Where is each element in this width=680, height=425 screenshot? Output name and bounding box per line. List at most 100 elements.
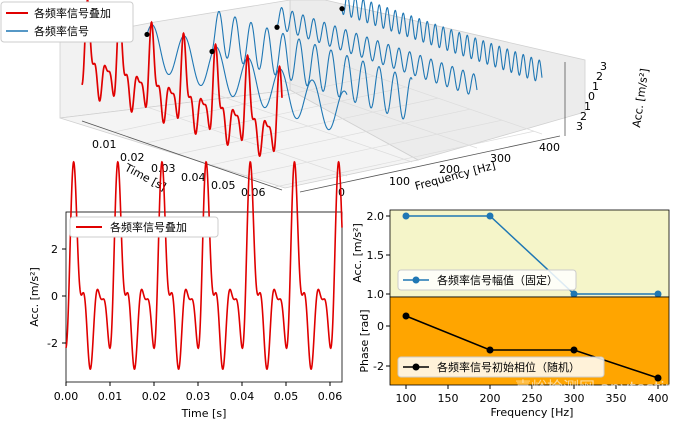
phase-marker [144,31,150,38]
x-tick: 300 [564,392,585,405]
y-ticks-time: 2 0 -2 [47,243,66,350]
x-tick: 0.03 [186,390,211,403]
x-tick: 150 [438,392,459,405]
phase-point [570,346,578,354]
phase-marker [339,6,345,12]
x-tick: 0.05 [274,390,299,403]
y-tick: -2 [47,337,58,350]
amplitude-point [570,290,578,298]
x-tick-3d: 0.05 [211,179,236,192]
axes-frame [65,211,343,383]
grid-line [276,78,478,149]
y-tick-3d: 400 [539,141,560,154]
series-3d [81,0,543,157]
y-tick: 2.0 [367,210,385,223]
component-line [341,0,543,82]
y-axis-line [299,135,561,193]
legend-frame [0,1,134,43]
z-label-3d: Acc. [m/s²] [630,68,651,129]
y-tick-3d: 200 [439,163,460,176]
x-tick: 200 [480,392,501,405]
x-tick-3d: 0.06 [241,186,266,199]
legend-time: 各频率信号叠加 [69,216,219,238]
legend-3d: 各频率信号叠加 各频率信号 [0,1,134,43]
z-tick-3d: 1 [584,100,591,113]
watermark: 嘉峪检测网 anytesting.com [515,378,680,397]
y-tick-3d: 100 [389,175,410,188]
y-label-time: Acc. [m/s²] [28,267,41,327]
phase-point [402,312,410,320]
x-tick: 0.04 [230,390,255,403]
phase-marker [274,24,280,30]
x-ticks-time: 0.00 0.01 0.02 0.03 0.04 0.05 0.06 [54,382,343,403]
legend-marker [412,276,420,284]
legend-amp: 各频率信号幅值（固定） [397,269,577,291]
x-tick-3d: 0.04 [181,171,206,184]
legend-marker [412,363,420,371]
legend-frame [69,216,219,238]
y-ticks-amp: 2.0 1.5 1.0 [367,210,390,301]
y-tick: -2 [373,360,384,373]
y-ticks-phase: 0 -2 [373,320,390,373]
grid-line [341,64,543,135]
z-tick-3d: 3 [600,60,607,73]
amplitude-markers [402,212,662,298]
x-tick-3d: 0.02 [120,151,145,164]
legend-label: 各频率信号初始相位（随机） [437,360,580,374]
x-tick: 0.01 [98,390,123,403]
x-tick: 100 [396,392,417,405]
component-line [211,10,413,120]
y-tick: 1.5 [367,249,385,262]
amplitude-line [406,215,658,295]
x-tick: 0.00 [54,390,79,403]
x-tick: 400 [648,392,669,405]
phase-point [486,346,494,354]
y-tick-3d: 300 [490,152,511,165]
phase-line [405,315,659,379]
x-tick: 250 [522,392,543,405]
superposition-line [65,160,343,371]
amplitude-point [402,212,410,220]
legend-label: 各频率信号叠加 [34,6,111,20]
x-tick: 350 [606,392,627,405]
chart-time: 各频率信号叠加 0.00 0.01 0.02 0.03 0.04 0.05 0.… [28,160,343,420]
legend-label: 各频率信号叠加 [110,220,187,234]
chart-3d: 0.01 0.02 0.03 0.04 0.05 0.06 Time [s] 0… [0,0,651,199]
legend-phase: 各频率信号初始相位（随机） [397,356,605,378]
amplitude-point [486,212,494,220]
y-label-amp: Acc. [m/s²] [351,223,364,283]
x-label-time: Time [s] [181,407,227,420]
phase-point [654,374,662,382]
z-tick-3d: 3 [576,120,583,133]
phase-marker [209,48,215,55]
legend-frame [397,269,577,291]
legend-label: 各频率信号 [34,24,89,38]
legend-frame [397,356,605,378]
phase-markers [144,6,345,55]
z-tick-3d: 2 [580,110,587,123]
phase-point-markers [402,312,662,382]
z-tick-3d: 2 [596,70,603,83]
z-tick-3d: 1 [592,80,599,93]
chart-amplitude: 2.0 1.5 1.0 Acc. [m/s²] 各频率信号幅值（固定） [351,209,670,301]
x-tick: 0.06 [318,390,343,403]
x-tick-3d: 0.01 [92,138,117,151]
y-tick: 0 [51,290,58,303]
grid-line [146,106,348,177]
amplitude-point [654,290,662,298]
z-tick-3d: 0 [588,90,595,103]
superposition-line-3d [81,0,283,157]
legend-label: 各频率信号幅值（固定） [437,273,558,287]
chart-phase: 0 -2 Phase [rad] 100 150 200 250 300 350… [358,296,670,419]
component-line [276,7,478,95]
y-tick: 1.0 [367,288,385,301]
z-ticks-3d: 3 2 1 0 1 2 3 [576,60,607,133]
x-tick: 0.02 [142,390,167,403]
x-ticks-3d: 0.01 0.02 0.03 0.04 0.05 0.06 [92,138,266,199]
y-tick: 2 [51,243,58,256]
y-label-phase: Phase [rad] [358,309,371,372]
x-ticks-phase: 100 150 200 250 300 350 400 [396,385,669,405]
x-label-phase: Frequency [Hz] [491,406,574,419]
y-tick: 0 [377,320,384,333]
